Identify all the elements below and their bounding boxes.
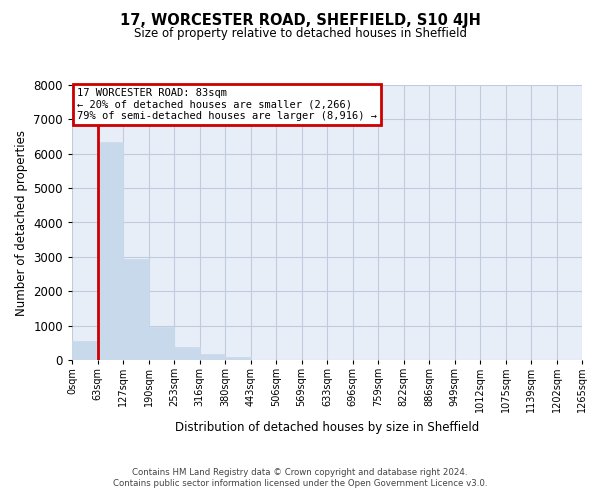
Text: 17 WORCESTER ROAD: 83sqm
← 20% of detached houses are smaller (2,266)
79% of sem: 17 WORCESTER ROAD: 83sqm ← 20% of detach…: [77, 88, 377, 121]
Text: Contains HM Land Registry data © Crown copyright and database right 2024.
Contai: Contains HM Land Registry data © Crown c…: [113, 468, 487, 487]
Y-axis label: Number of detached properties: Number of detached properties: [15, 130, 28, 316]
Bar: [123, 258, 149, 360]
Bar: [199, 354, 225, 360]
Bar: [225, 356, 251, 360]
Text: 17, WORCESTER ROAD, SHEFFIELD, S10 4JH: 17, WORCESTER ROAD, SHEFFIELD, S10 4JH: [119, 12, 481, 28]
Text: Size of property relative to detached houses in Sheffield: Size of property relative to detached ho…: [133, 28, 467, 40]
X-axis label: Distribution of detached houses by size in Sheffield: Distribution of detached houses by size …: [175, 421, 479, 434]
Bar: [72, 341, 97, 360]
Bar: [174, 347, 199, 360]
Bar: [149, 328, 174, 360]
Bar: [97, 142, 123, 360]
